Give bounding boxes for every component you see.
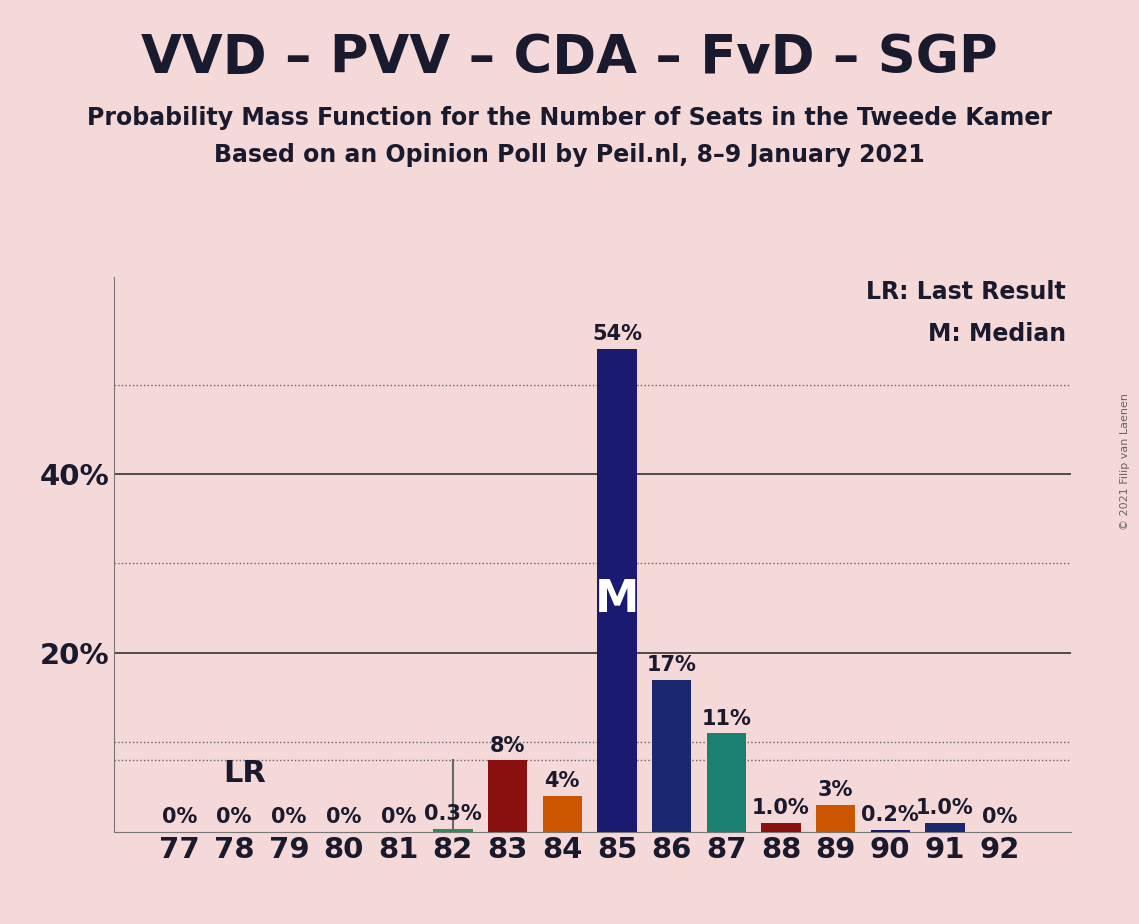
Text: LR: Last Result: LR: Last Result [866,280,1066,304]
Text: 0%: 0% [326,808,361,827]
Text: 0%: 0% [380,808,416,827]
Text: M: M [595,578,639,621]
Text: 8%: 8% [490,736,525,756]
Bar [925,822,965,832]
Text: 1.0%: 1.0% [916,798,974,818]
Text: 0%: 0% [216,808,252,827]
Text: M: Median: M: Median [928,322,1066,346]
Bar [487,760,527,832]
Bar [542,796,582,832]
Text: VVD – PVV – CDA – FvD – SGP: VVD – PVV – CDA – FvD – SGP [141,32,998,84]
Text: 17%: 17% [647,655,696,675]
Bar [433,829,473,832]
Text: © 2021 Filip van Laenen: © 2021 Filip van Laenen [1120,394,1130,530]
Text: 0.3%: 0.3% [424,805,482,824]
Bar [816,805,855,832]
Text: 54%: 54% [592,324,642,345]
Text: 1.0%: 1.0% [752,798,810,818]
Text: 4%: 4% [544,772,580,791]
Bar [761,822,801,832]
Bar [706,734,746,832]
Text: 3%: 3% [818,780,853,800]
Bar [870,830,910,832]
Text: 0%: 0% [162,808,197,827]
Text: 0.2%: 0.2% [861,806,919,825]
Bar [597,348,637,832]
Text: 0%: 0% [982,808,1017,827]
Bar [652,679,691,832]
Text: Based on an Opinion Poll by Peil.nl, 8–9 January 2021: Based on an Opinion Poll by Peil.nl, 8–9… [214,143,925,167]
Text: 11%: 11% [702,709,751,729]
Text: Probability Mass Function for the Number of Seats in the Tweede Kamer: Probability Mass Function for the Number… [87,106,1052,130]
Text: LR: LR [223,759,267,788]
Text: 0%: 0% [271,808,306,827]
